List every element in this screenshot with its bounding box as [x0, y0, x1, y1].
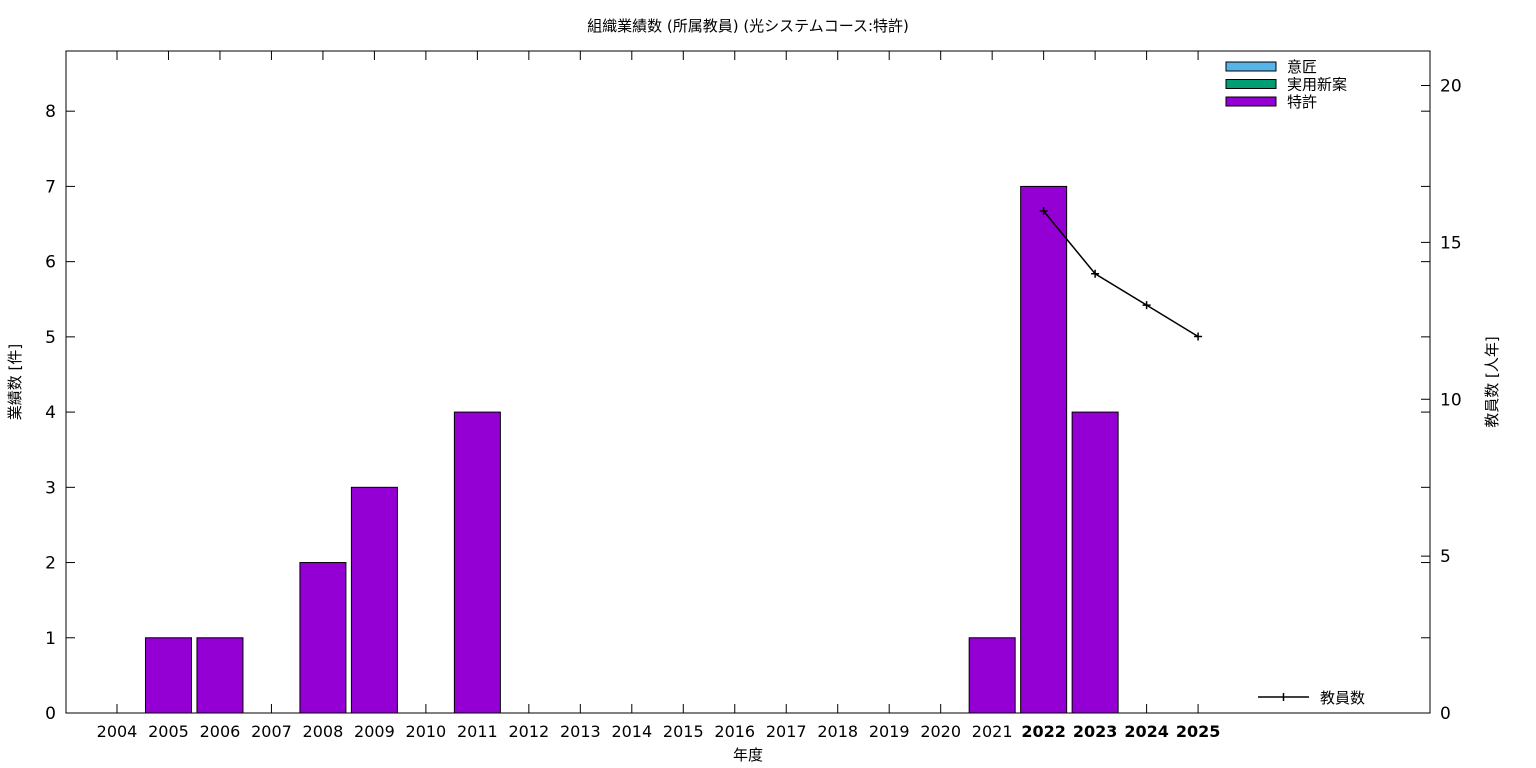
x-tick-label: 2014 — [611, 722, 652, 741]
line-point — [1142, 301, 1151, 310]
x-tick-label: 2009 — [354, 722, 395, 741]
legend-swatch — [1225, 96, 1277, 107]
bar — [968, 637, 1016, 714]
x-tick-label: 2019 — [869, 722, 910, 741]
x-tick-label: 2015 — [663, 722, 704, 741]
y2-tick-label: 10 — [1440, 390, 1462, 410]
x-tick-label: 2011 — [457, 722, 498, 741]
legend-label: 特許 — [1287, 93, 1317, 111]
bar — [299, 562, 347, 714]
plot-area — [65, 50, 1431, 714]
bar — [350, 486, 398, 714]
y-axis: 0 1 2 3 4 5 6 7 8 — [45, 102, 1430, 724]
x-tick-label: 2005 — [148, 722, 189, 741]
y-tick-label: 8 — [45, 102, 56, 122]
x-tick-label: 2012 — [508, 722, 549, 741]
x-tick-label: 2021 — [972, 722, 1013, 741]
x-tick-label: 2020 — [920, 722, 961, 741]
y2-tick-label: 0 — [1440, 704, 1451, 724]
y2-axis-label: 教員数 [人年] — [1483, 336, 1501, 427]
y2-tick-label: 20 — [1440, 77, 1462, 97]
bar — [1071, 411, 1119, 714]
y2-axis: 0 5 10 15 20 — [1421, 77, 1462, 724]
y-tick-label: 5 — [45, 328, 56, 348]
line-point — [1194, 332, 1203, 341]
bar — [1020, 185, 1068, 714]
x-tick-label: 2007 — [251, 722, 292, 741]
x-tick-label: 2018 — [817, 722, 858, 741]
x-tick-label: 2017 — [766, 722, 807, 741]
x-tick-label: 2024 — [1124, 722, 1169, 741]
y2-tick-label: 5 — [1440, 547, 1451, 567]
y-tick-label: 4 — [45, 403, 56, 423]
line-point — [1039, 207, 1048, 216]
legend-swatch — [1225, 61, 1277, 72]
legend-label: 実用新案 — [1287, 76, 1347, 94]
line-legend-label: 教員数 — [1320, 689, 1365, 707]
chart-title: 組織業績数 (所属教員) (光システムコース:特許) — [587, 17, 909, 35]
y-tick-label: 7 — [45, 177, 56, 197]
x-tick-label: 2013 — [560, 722, 601, 741]
y-tick-label: 1 — [45, 629, 56, 649]
x-tick-label: 2022 — [1021, 722, 1066, 741]
y-tick-label: 0 — [45, 704, 56, 724]
x-tick-label: 2025 — [1176, 722, 1221, 741]
line-point — [1091, 269, 1100, 278]
bar — [144, 637, 192, 714]
legend-swatch — [1225, 79, 1277, 89]
line-path — [1043, 210, 1199, 338]
y-axis-label: 業績数 [件] — [6, 344, 24, 420]
x-axis: 2004 2005 2006 2007 2008 2009 2010 2011 2012 2013… — [97, 51, 1221, 741]
x-tick-label: 2023 — [1073, 722, 1118, 741]
x-tick-label: 2006 — [200, 722, 241, 741]
legend-label: 意匠 — [1287, 58, 1317, 76]
y-tick-label: 2 — [45, 554, 56, 574]
line-series — [1039, 207, 1203, 341]
x-tick-label: 2004 — [97, 722, 138, 741]
y-tick-label: 6 — [45, 253, 56, 273]
x-tick-label: 2010 — [406, 722, 447, 741]
x-tick-label: 2008 — [303, 722, 344, 741]
x-tick-label: 2016 — [714, 722, 755, 741]
y-tick-label: 3 — [45, 478, 56, 498]
bar — [453, 411, 501, 714]
bars — [144, 185, 1119, 714]
bar — [196, 637, 244, 714]
x-axis-label: 年度 — [733, 746, 763, 764]
line-legend: 教員数 — [1258, 689, 1365, 707]
y2-tick-label: 15 — [1440, 233, 1462, 253]
